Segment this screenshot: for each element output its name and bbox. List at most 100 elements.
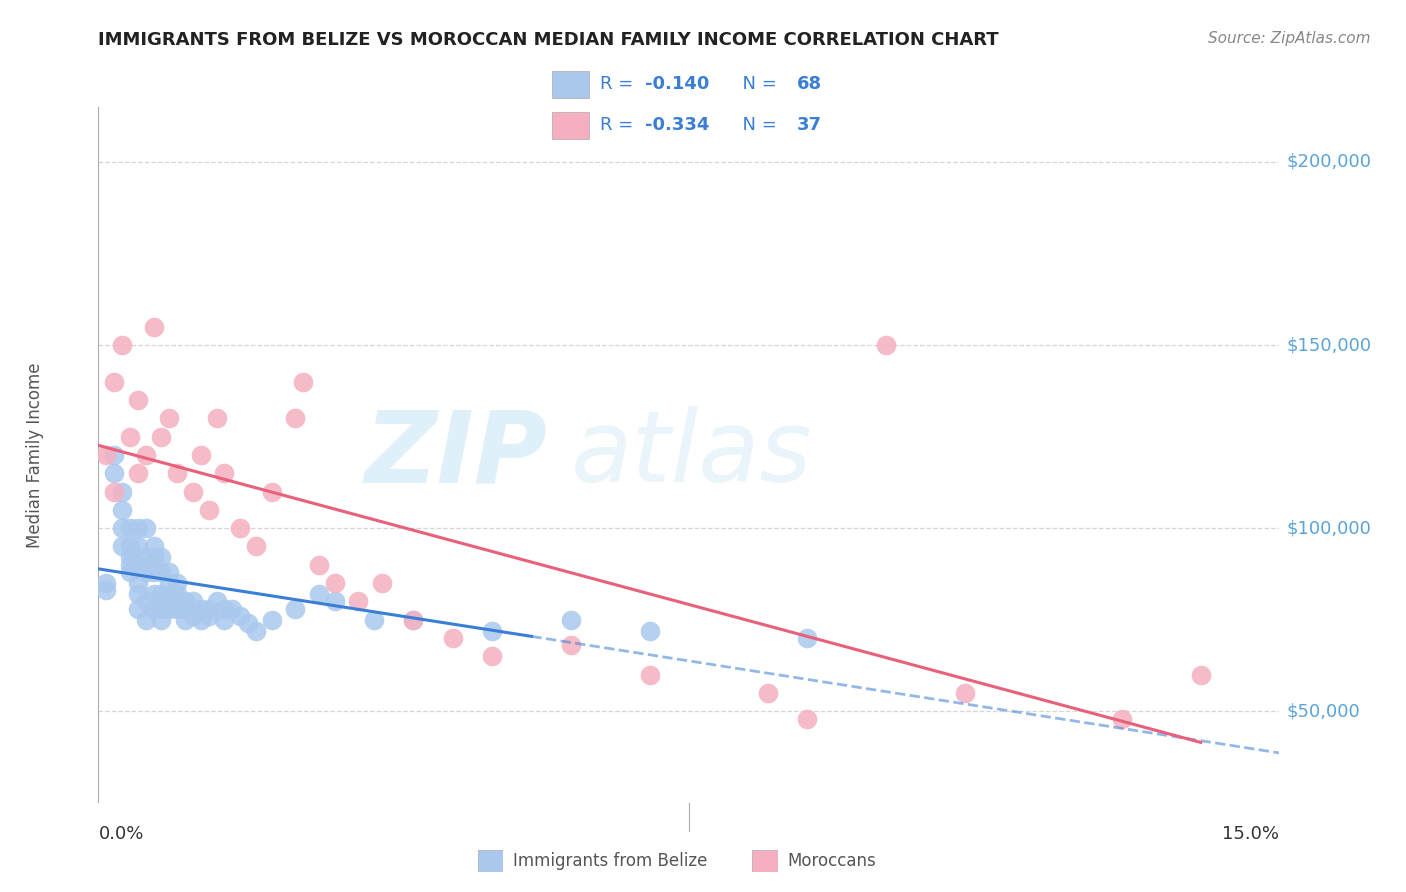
Text: $50,000: $50,000 bbox=[1286, 702, 1360, 720]
Point bbox=[142, 587, 165, 601]
Text: Immigrants from Belize: Immigrants from Belize bbox=[513, 852, 707, 870]
Point bbox=[245, 540, 267, 554]
Point bbox=[157, 565, 180, 579]
Point bbox=[150, 429, 173, 443]
Point bbox=[166, 594, 188, 608]
Point bbox=[363, 613, 385, 627]
Point bbox=[174, 613, 197, 627]
Point bbox=[135, 565, 157, 579]
Point bbox=[111, 338, 134, 352]
Text: R =: R = bbox=[600, 116, 638, 134]
Point bbox=[150, 565, 173, 579]
Point bbox=[292, 375, 315, 389]
Point bbox=[118, 558, 141, 572]
Point bbox=[214, 613, 236, 627]
Point bbox=[197, 601, 219, 615]
Point bbox=[181, 594, 204, 608]
Text: N =: N = bbox=[731, 116, 783, 134]
Point bbox=[135, 550, 157, 565]
Point bbox=[127, 467, 149, 481]
Point bbox=[96, 583, 118, 598]
Text: IMMIGRANTS FROM BELIZE VS MOROCCAN MEDIAN FAMILY INCOME CORRELATION CHART: IMMIGRANTS FROM BELIZE VS MOROCCAN MEDIA… bbox=[98, 31, 1000, 49]
Point bbox=[142, 550, 165, 565]
Point bbox=[166, 467, 188, 481]
Point bbox=[402, 613, 425, 627]
Point bbox=[229, 609, 252, 624]
Point bbox=[111, 503, 134, 517]
Point bbox=[756, 686, 779, 700]
Point bbox=[135, 613, 157, 627]
Point bbox=[127, 601, 149, 615]
Point bbox=[127, 540, 149, 554]
Text: 15.0%: 15.0% bbox=[1222, 825, 1279, 843]
Point bbox=[284, 601, 307, 615]
Point bbox=[118, 521, 141, 535]
Text: Source: ZipAtlas.com: Source: ZipAtlas.com bbox=[1208, 31, 1371, 46]
Point bbox=[638, 624, 661, 638]
Point bbox=[323, 576, 346, 591]
Point bbox=[166, 601, 188, 615]
Point bbox=[1111, 712, 1133, 726]
Bar bbox=[553, 112, 589, 139]
Point bbox=[174, 601, 197, 615]
Text: 68: 68 bbox=[797, 76, 823, 94]
Text: Median Family Income: Median Family Income bbox=[27, 362, 44, 548]
Point bbox=[142, 601, 165, 615]
Point bbox=[229, 521, 252, 535]
Point bbox=[1189, 667, 1212, 681]
Text: $200,000: $200,000 bbox=[1286, 153, 1371, 171]
Point bbox=[150, 613, 173, 627]
Point bbox=[135, 521, 157, 535]
Point bbox=[197, 609, 219, 624]
Point bbox=[150, 587, 173, 601]
Text: 0.0%: 0.0% bbox=[98, 825, 143, 843]
Point bbox=[205, 411, 228, 425]
Point bbox=[103, 448, 125, 462]
Point bbox=[441, 631, 464, 645]
Point bbox=[560, 613, 582, 627]
Point bbox=[205, 594, 228, 608]
Point bbox=[166, 576, 188, 591]
Point bbox=[323, 594, 346, 608]
Point bbox=[135, 594, 157, 608]
Point bbox=[245, 624, 267, 638]
Text: R =: R = bbox=[600, 76, 638, 94]
Point bbox=[796, 631, 818, 645]
Point bbox=[347, 594, 370, 608]
Point bbox=[103, 484, 125, 499]
Point bbox=[953, 686, 976, 700]
Point bbox=[796, 712, 818, 726]
Point bbox=[260, 484, 283, 499]
Point bbox=[118, 540, 141, 554]
Point bbox=[135, 448, 157, 462]
Point bbox=[481, 624, 503, 638]
Point bbox=[402, 613, 425, 627]
Point bbox=[260, 613, 283, 627]
Point bbox=[214, 601, 236, 615]
Point bbox=[150, 550, 173, 565]
Point bbox=[111, 484, 134, 499]
Point bbox=[103, 467, 125, 481]
Point bbox=[96, 576, 118, 591]
Point bbox=[875, 338, 897, 352]
Point bbox=[190, 601, 212, 615]
Point bbox=[111, 540, 134, 554]
Point bbox=[118, 550, 141, 565]
Text: atlas: atlas bbox=[571, 407, 813, 503]
Point bbox=[127, 558, 149, 572]
Point bbox=[181, 609, 204, 624]
Text: Moroccans: Moroccans bbox=[787, 852, 876, 870]
Point bbox=[157, 411, 180, 425]
Text: $150,000: $150,000 bbox=[1286, 336, 1372, 354]
Point bbox=[174, 594, 197, 608]
Point bbox=[96, 448, 118, 462]
Point bbox=[142, 319, 165, 334]
Point bbox=[142, 540, 165, 554]
Point bbox=[371, 576, 394, 591]
Point bbox=[118, 565, 141, 579]
Point bbox=[127, 521, 149, 535]
Bar bbox=[553, 71, 589, 98]
Point bbox=[284, 411, 307, 425]
Point bbox=[127, 587, 149, 601]
Point bbox=[481, 649, 503, 664]
